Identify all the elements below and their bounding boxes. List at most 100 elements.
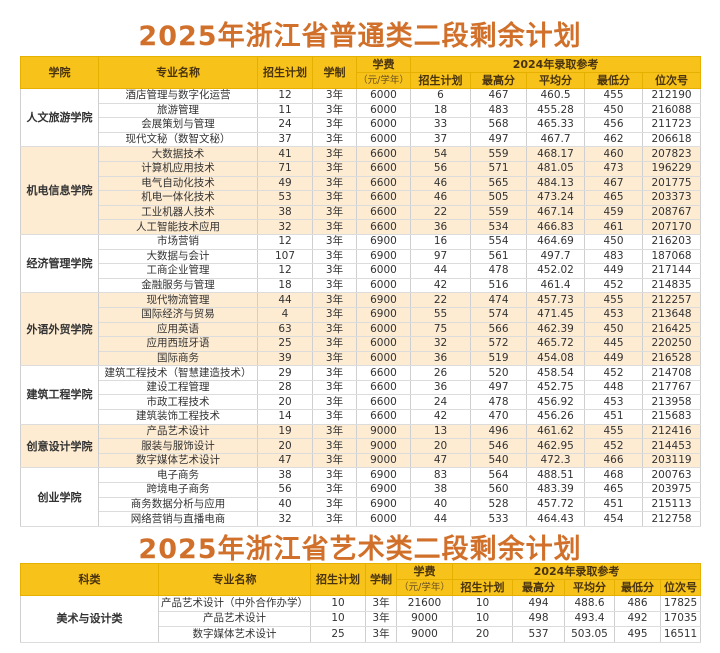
ref-avg-cell: 458.54 bbox=[526, 365, 585, 381]
college-cell: 建筑工程学院 bbox=[20, 365, 99, 425]
major-cell: 数字媒体艺术设计 bbox=[98, 453, 258, 469]
ref-plan-cell: 54 bbox=[410, 146, 471, 162]
ref-rank-cell: 200763 bbox=[641, 467, 702, 484]
ref-avg-cell: 481.05 bbox=[526, 161, 585, 177]
major-cell: 市场营销 bbox=[98, 234, 258, 250]
ref-max-cell: 505 bbox=[470, 190, 527, 206]
ref-plan-cell: 36 bbox=[410, 380, 471, 396]
header-duration: 学制 bbox=[312, 56, 357, 89]
ref-plan-cell: 18 bbox=[410, 103, 471, 119]
ref-min-cell: 450 bbox=[584, 103, 643, 119]
category-cell: 美术与设计类 bbox=[20, 595, 159, 643]
ref-rank-cell: 16511 bbox=[659, 626, 702, 643]
ref-max-cell: 540 bbox=[470, 453, 527, 469]
ref-plan-cell: 6 bbox=[410, 88, 471, 104]
ref-rank-cell: 217767 bbox=[641, 380, 702, 396]
plan-cell: 107 bbox=[257, 249, 313, 265]
ref-plan-cell: 10 bbox=[452, 595, 513, 612]
duration-cell: 3年 bbox=[312, 249, 357, 265]
table-row: 机电一体化技术 53 3年 6600 46 505 473.24 465 203373 bbox=[21, 190, 702, 206]
table-row: 数字媒体艺术设计 25 3年 9000 20 537 503.05 495 16511 bbox=[21, 626, 702, 643]
major-cell: 国际商务 bbox=[98, 351, 258, 367]
ref-avg-cell: 497.7 bbox=[526, 249, 585, 265]
ref-min-cell: 453 bbox=[584, 307, 643, 323]
ref-min-cell: 465 bbox=[584, 482, 643, 498]
tuition-cell: 6600 bbox=[356, 409, 411, 425]
ref-rank-cell: 214453 bbox=[641, 438, 702, 454]
major-cell: 产品艺术设计（中外合作办学） bbox=[158, 595, 311, 612]
ref-avg-cell: 457.72 bbox=[526, 497, 585, 513]
header-ref-rank: 位次号 bbox=[641, 72, 702, 89]
ref-avg-cell: 467.14 bbox=[526, 205, 585, 221]
duration-cell: 3年 bbox=[312, 467, 357, 484]
ref-max-cell: 474 bbox=[470, 292, 527, 308]
major-cell: 市政工程技术 bbox=[98, 394, 258, 411]
major-cell: 旅游管理 bbox=[98, 103, 258, 119]
duration-cell: 3年 bbox=[312, 322, 357, 338]
major-cell: 数字媒体艺术设计 bbox=[158, 626, 311, 643]
duration-cell: 3年 bbox=[312, 336, 357, 352]
table-row: 数字媒体艺术设计 47 3年 9000 47 540 472.3 466 203119 bbox=[21, 453, 702, 469]
major-cell: 大数据与会计 bbox=[98, 249, 258, 265]
header-major: 专业名称 bbox=[158, 563, 311, 596]
ref-max-cell: 572 bbox=[470, 336, 527, 352]
table-row: 商务数据分析与应用 40 3年 6900 40 528 457.72 451 215113 bbox=[21, 497, 702, 513]
ref-plan-cell: 32 bbox=[410, 336, 471, 352]
ref-avg-cell: 462.95 bbox=[526, 438, 585, 454]
ref-plan-cell: 42 bbox=[410, 278, 471, 294]
ref-avg-cell: 484.13 bbox=[526, 176, 585, 192]
ref-plan-cell: 40 bbox=[410, 497, 471, 513]
ref-avg-cell: 466.83 bbox=[526, 219, 585, 235]
ref-rank-cell: 214835 bbox=[641, 278, 702, 294]
table-row: 跨境电子商务 56 3年 6900 38 560 483.39 465 203975 bbox=[21, 482, 702, 498]
major-cell: 工商企业管理 bbox=[98, 263, 258, 279]
ref-plan-cell: 75 bbox=[410, 322, 471, 338]
table-row: 经济管理学院 市场营销 12 3年 6900 16 554 464.69 450 216203 bbox=[20, 234, 702, 294]
ref-min-cell: 473 bbox=[584, 161, 643, 177]
major-cell: 计算机应用技术 bbox=[98, 161, 258, 177]
plan-cell: 11 bbox=[257, 103, 313, 119]
ref-avg-cell: 456.26 bbox=[526, 409, 585, 425]
ref-rank-cell: 212758 bbox=[641, 511, 702, 527]
ref-max-cell: 568 bbox=[470, 117, 527, 133]
ref-rank-cell: 216088 bbox=[641, 103, 702, 119]
ref-min-cell: 453 bbox=[584, 394, 643, 411]
table-row: 创业学院 电子商务 38 3年 6900 83 564 488.51 468 200763 bbox=[20, 467, 702, 527]
major-cell: 国际经济与贸易 bbox=[98, 307, 258, 323]
ref-rank-cell: 217144 bbox=[641, 263, 702, 279]
duration-cell: 3年 bbox=[312, 176, 357, 192]
ref-max-cell: 494 bbox=[512, 595, 565, 612]
plan-cell: 24 bbox=[257, 117, 313, 133]
ref-rank-cell: 207823 bbox=[641, 146, 702, 162]
college-cell: 外语外贸学院 bbox=[20, 292, 99, 367]
plan-cell: 25 bbox=[310, 626, 366, 643]
header-plan: 招生计划 bbox=[257, 56, 313, 89]
header-tuition-unit: （元/学年） bbox=[399, 582, 450, 593]
ref-plan-cell: 47 bbox=[410, 453, 471, 469]
ref-min-cell: 467 bbox=[584, 176, 643, 192]
major-cell: 电气自动化技术 bbox=[98, 176, 258, 192]
plan-cell: 4 bbox=[257, 307, 313, 323]
duration-cell: 3年 bbox=[312, 234, 357, 250]
duration-cell: 3年 bbox=[312, 438, 357, 454]
ref-plan-cell: 83 bbox=[410, 467, 471, 484]
tuition-cell: 9000 bbox=[356, 438, 411, 454]
ref-plan-cell: 44 bbox=[410, 511, 471, 527]
table-row: 美术与设计类 产品艺术设计（中外合作办学） 10 3年 21600 10 494 488.6 4… bbox=[20, 595, 702, 643]
table-row: 国际经济与贸易 4 3年 6900 55 574 471.45 453 213648 bbox=[21, 307, 702, 323]
duration-cell: 3年 bbox=[312, 205, 357, 221]
ref-plan-cell: 26 bbox=[410, 365, 471, 381]
major-cell: 电子商务 bbox=[98, 467, 258, 484]
ref-max-cell: 498 bbox=[512, 611, 565, 627]
ref-min-cell: 448 bbox=[584, 380, 643, 396]
tuition-cell: 6600 bbox=[356, 146, 411, 162]
ref-rank-cell: 213958 bbox=[641, 394, 702, 411]
duration-cell: 3年 bbox=[312, 219, 357, 235]
tuition-cell: 6600 bbox=[356, 176, 411, 192]
plan-cell: 12 bbox=[257, 88, 313, 104]
major-cell: 建设工程管理 bbox=[98, 380, 258, 396]
ref-avg-cell: 483.39 bbox=[526, 482, 585, 498]
tuition-cell: 6600 bbox=[356, 161, 411, 177]
duration-cell: 3年 bbox=[312, 190, 357, 206]
duration-cell: 3年 bbox=[312, 497, 357, 513]
